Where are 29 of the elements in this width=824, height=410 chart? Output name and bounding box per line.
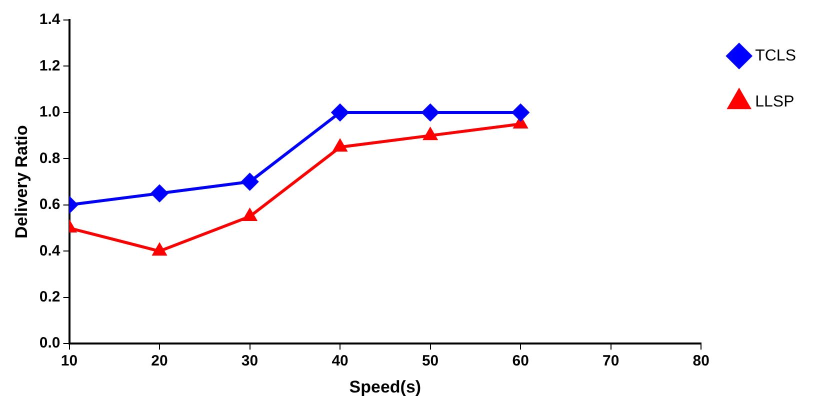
point <box>241 173 258 190</box>
x-axis-title: Speed(s) <box>349 377 422 396</box>
y-tick-label: 0.2 <box>39 288 60 306</box>
x-tick-label: 70 <box>602 352 620 370</box>
point <box>152 244 166 256</box>
y-tick-label: 1.0 <box>39 104 60 121</box>
y-tick-label: 0.4 <box>39 242 61 260</box>
legend-label: LLSP <box>755 93 794 110</box>
y-axis-title: Delivery Ratio <box>12 125 31 238</box>
point <box>243 208 256 221</box>
point <box>332 104 349 121</box>
legend-label: TCLS <box>755 47 796 64</box>
x-tick-label: 50 <box>422 352 439 370</box>
x-tick-label: 40 <box>332 352 348 370</box>
y-tick-label: 0.0 <box>39 334 60 352</box>
point <box>333 140 347 152</box>
x-tick-label: 80 <box>692 352 710 370</box>
point <box>422 104 439 121</box>
point <box>424 128 438 140</box>
point <box>151 184 168 202</box>
point <box>512 104 530 121</box>
x-tick-label: 10 <box>60 352 78 370</box>
y-tick-label: 1.4 <box>39 11 61 28</box>
y-tick-label: 1.2 <box>39 57 60 74</box>
y-tick-label: 0.6 <box>39 196 60 214</box>
x-tick-label: 30 <box>241 352 258 370</box>
x-tick-label: 20 <box>151 352 168 370</box>
x-tick-label: 60 <box>512 352 529 370</box>
y-tick-label: 0.8 <box>39 150 60 167</box>
